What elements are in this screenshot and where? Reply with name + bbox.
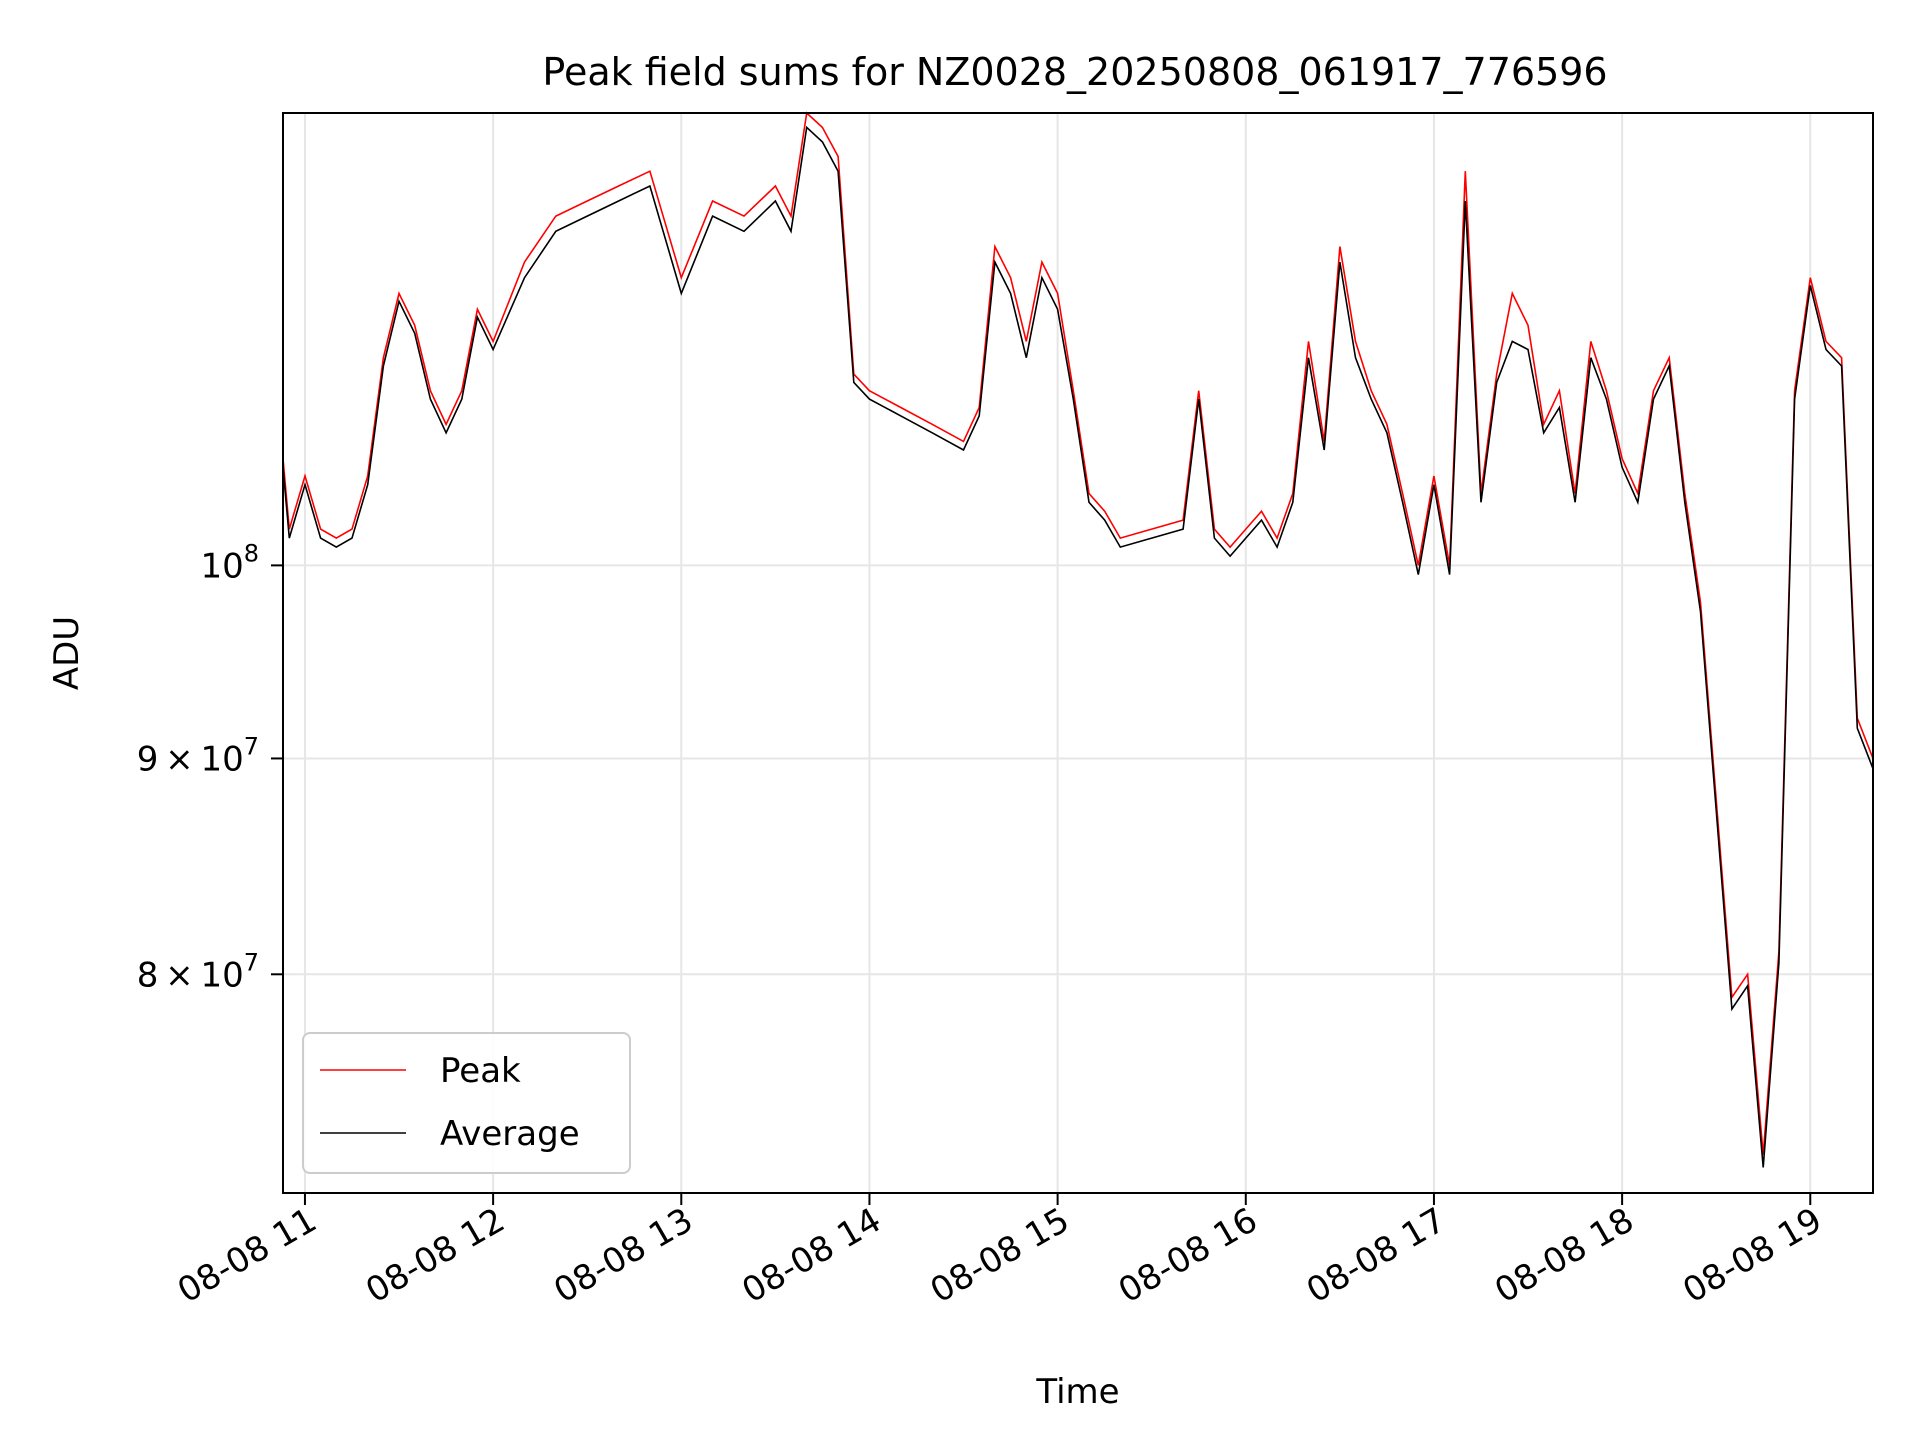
y-axis-label: ADU [47,616,87,690]
legend-label-peak: Peak [440,1051,521,1091]
series-line-peak [282,111,1874,1155]
y-tick-label: 8 × 107 [137,948,259,995]
legend: Peak Average [302,1032,631,1174]
x-axis-label: Time [1035,1372,1119,1412]
y-tick-label: 9 × 107 [137,732,259,779]
axes-frame [282,112,1874,1194]
chart-title: Peak field sums for NZ0028_20250808_0619… [542,50,1607,94]
plot-area [282,111,1874,1168]
y-axis-ticks: 8 × 107 9 × 107 108 [137,539,283,995]
legend-box [302,1032,631,1174]
y-tick-label: 108 [200,539,259,586]
series-line-average [282,125,1874,1168]
legend-label-average: Average [440,1114,580,1154]
